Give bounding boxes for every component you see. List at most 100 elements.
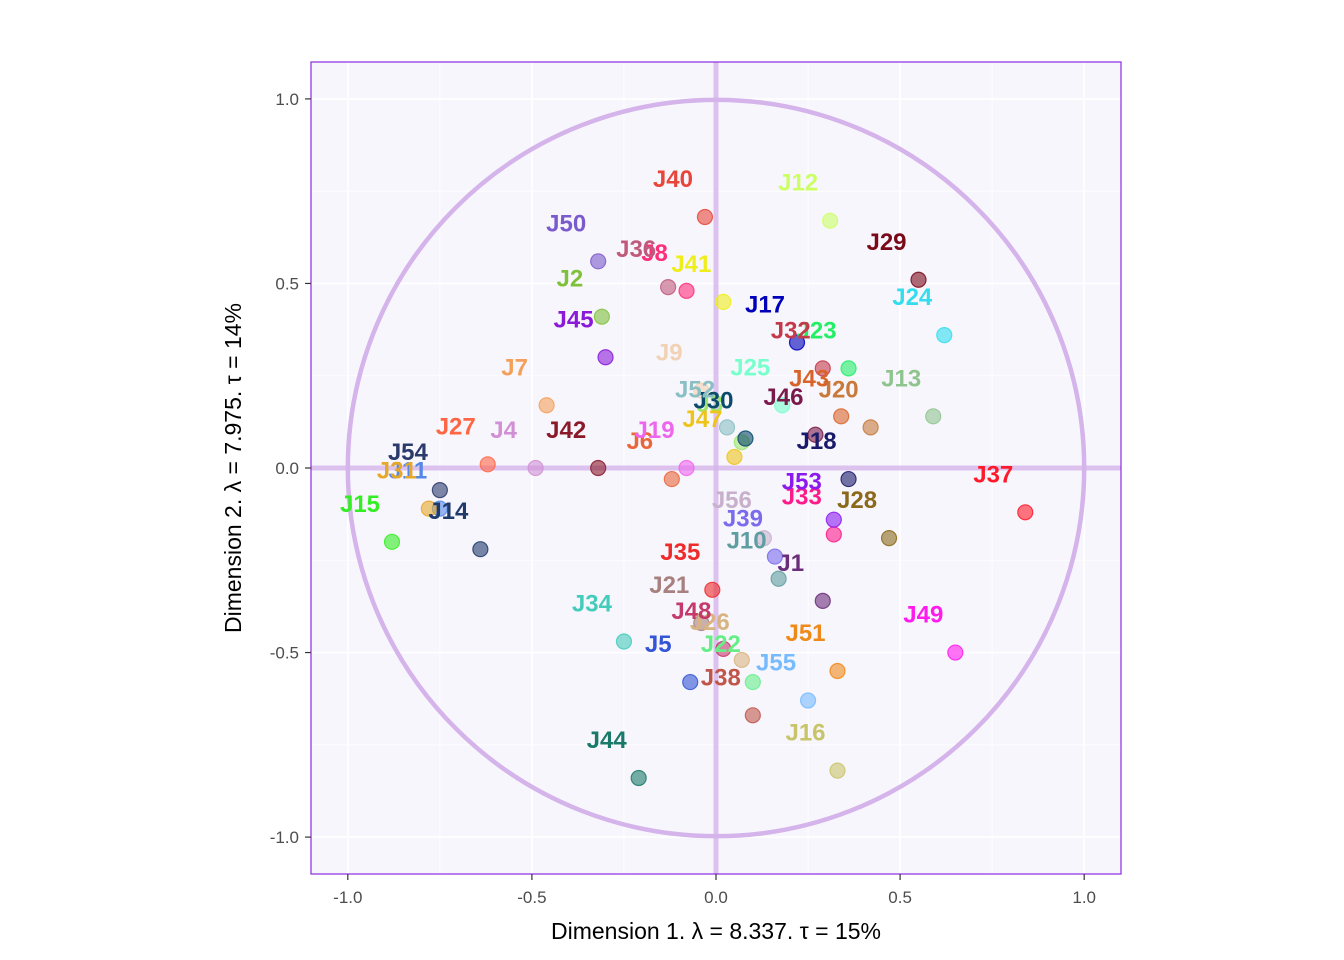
data-point [770,570,787,587]
point-label: J18 [797,428,837,455]
point-label: J49 [903,602,943,629]
point-label: J39 [723,506,763,533]
point-label: J13 [881,365,921,392]
point-label: J6 [626,428,653,455]
data-point [590,253,607,270]
point-label: J22 [701,631,741,658]
data-point [744,673,761,691]
data-point [862,419,879,436]
point-label: J8 [641,240,668,267]
point-label: J46 [763,384,803,411]
point-label: J21 [649,572,689,599]
data-point [678,282,695,299]
data-point [737,430,754,447]
data-point [840,470,857,488]
data-point [660,279,677,296]
data-point [788,334,806,351]
data-point [693,382,710,399]
data-point [383,533,401,550]
data-point [630,769,647,787]
data-point [663,470,680,488]
point-label: J11 [389,458,428,485]
data-point [829,762,846,779]
correlation-circle [345,97,1087,839]
data-points [383,208,1034,787]
data-point [840,360,857,377]
point-label: J56 [712,487,752,514]
point-label: J51 [785,620,825,647]
x-tick-label: 1.0 [1072,888,1096,907]
y-tick-label: 1.0 [275,90,299,109]
point-label: J3 [696,391,723,418]
data-point [947,644,964,661]
y-axis-ticks: -1.0 -0.5 0.0 0.5 1.0 [270,90,311,847]
point-label: J14 [428,498,469,525]
data-point [799,692,817,709]
point-label: J47 [682,406,722,433]
point-label: J36 [616,236,656,263]
data-point [814,592,831,609]
data-point [744,707,761,724]
point-label: J54 [388,439,429,466]
data-point [593,308,610,325]
reference-lines [311,62,1121,874]
point-label: J52 [675,376,715,403]
point-label: J43 [789,365,829,392]
y-tick-label: -0.5 [270,644,299,663]
data-point [597,349,614,366]
data-point [936,327,953,344]
point-label: J42 [546,417,586,444]
point-label: J35 [660,539,700,566]
point-label: J17 [745,292,785,319]
point-label: J2 [557,266,584,293]
point-label: J38 [701,664,741,691]
data-point [527,459,544,477]
data-point [814,360,831,377]
point-label: J50 [546,210,586,237]
point-label: J48 [671,598,711,625]
data-point [766,548,784,565]
y-tick-label: 0.0 [275,459,299,478]
point-label: J45 [554,306,594,333]
data-point [682,673,699,691]
data-point [715,640,732,657]
x-tick-label: -0.5 [517,888,546,907]
data-point [833,408,850,425]
point-label: J16 [785,720,825,747]
point-label: J1 [777,550,804,577]
point-label: J24 [892,284,933,311]
point-label: J26 [690,609,730,636]
point-label: J40 [653,166,693,193]
point-label: J23 [797,317,837,344]
point-label: J32 [771,317,811,344]
x-axis-title: Dimension 1. λ = 8.337. τ = 15% [551,918,881,944]
data-point [696,208,714,226]
point-label: J20 [819,376,859,403]
point-label: J25 [730,354,770,381]
point-label: J7 [501,354,528,381]
y-tick-label: 0.5 [275,274,299,293]
data-point [1017,504,1034,521]
data-point [715,293,732,311]
data-point [807,426,824,443]
x-axis-ticks: -1.0 -0.5 0.0 0.5 1.0 [333,874,1096,907]
data-point [733,651,750,669]
point-label: J9 [656,339,683,366]
data-point [615,633,633,650]
data-point [431,482,448,499]
point-label: J10 [727,528,767,555]
y-tick-label: -1.0 [270,828,299,847]
data-point [825,511,842,528]
point-label: J41 [671,251,711,278]
point-label: J12 [778,170,818,197]
point-label: J31 [377,458,417,485]
data-point [822,212,839,229]
point-label: J44 [587,727,628,754]
point-label: J4 [490,417,517,444]
data-point [755,530,772,547]
point-labels: J1 J2 J3 J4 J5 J6 J7 J8 J9 J10 J11 J12 J13 J14 J15 J16 J… [340,166,1013,754]
point-label: J28 [837,487,877,514]
data-point [420,500,437,517]
